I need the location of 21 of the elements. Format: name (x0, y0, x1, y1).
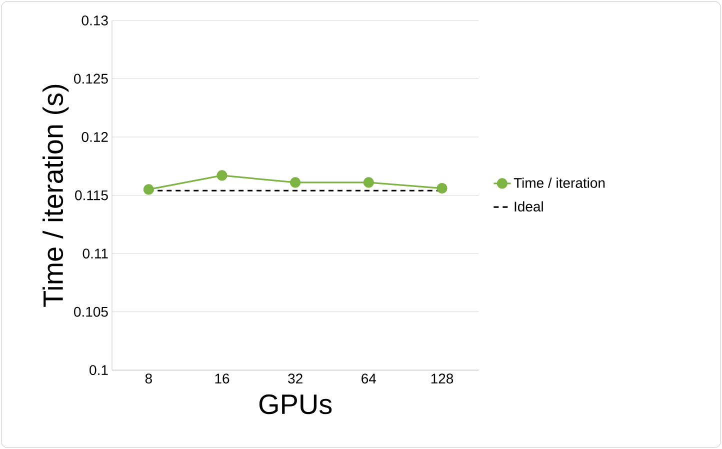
y-axis-title: Time / iteration (s) (42, 84, 69, 307)
point (363, 177, 374, 188)
legend-label: Time / iteration (514, 178, 605, 188)
x-tick-label: 128 (431, 374, 454, 384)
x-tick-label: 8 (145, 374, 152, 384)
y-tick-label: 0.125 (74, 74, 108, 84)
x-tick-label: 64 (362, 374, 376, 384)
point (436, 182, 448, 194)
point (143, 184, 154, 195)
y-tick-label: 0.12 (82, 132, 108, 142)
x-tick-label: 16 (215, 374, 230, 384)
legend-label: Ideal (514, 201, 543, 212)
y-tick-label: 0.1 (90, 365, 108, 375)
y-tick-label: 0.115 (75, 190, 108, 200)
x-tick-label: 32 (288, 374, 302, 384)
y-tick-label: 0.11 (82, 248, 108, 258)
y-tick-label: 0.105 (74, 306, 108, 317)
point (216, 170, 228, 181)
y-tick-label: 0.13 (82, 15, 108, 26)
point (290, 177, 301, 188)
x-axis-title: GPUs (259, 394, 332, 414)
